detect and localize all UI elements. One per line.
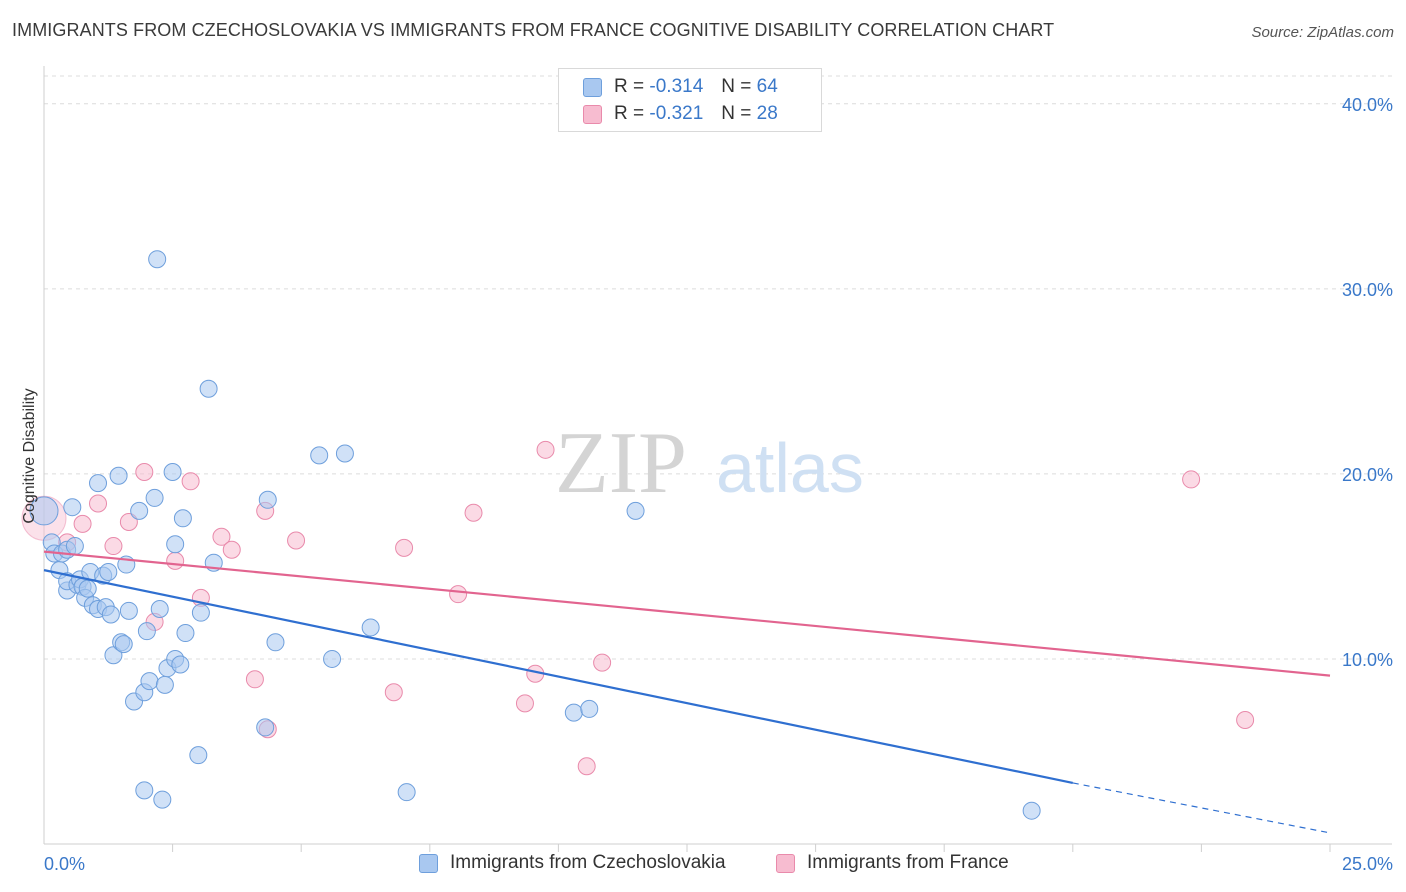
bottom-legend-swatch-france [776,853,795,873]
data-point-france [577,757,596,776]
data-point-czech [335,444,354,463]
legend-n-label: N = [721,103,752,124]
source-label: Source: ZipAtlas.com [1251,24,1394,41]
trend-line-czech-extension [1072,782,1331,834]
bottom-legend-swatch-czech [419,853,438,873]
data-point-czech [310,446,329,465]
data-point-france [287,531,306,550]
data-point-czech [63,498,82,517]
data-point-czech [130,501,149,520]
data-point-czech [397,783,416,802]
legend: R = -0.314 N = 64 R = -0.321 N = 28 [558,68,822,132]
bottom-legend-label-czech: Immigrants from Czechoslovakia [450,852,726,873]
data-point-france [536,440,555,459]
data-point-czech [119,601,138,620]
data-point-france [119,512,138,531]
legend-r-label: R = [614,76,645,97]
legend-r-label: R = [614,103,645,124]
legend-r-value: -0.321 [649,103,704,124]
trend-layer [43,550,1331,834]
data-point-czech [163,463,182,482]
data-point-france [104,537,123,556]
axis-layer [43,66,1392,852]
watermark-atlas: atlas [716,429,864,507]
y-axis-label: Cognitive Disability [21,388,38,523]
data-point-czech [135,781,154,800]
y-tick-label: 20.0% [1342,465,1393,485]
data-point-czech [109,466,128,485]
chart-title: IMMIGRANTS FROM CZECHOSLOVAKIA VS IMMIGR… [12,20,1055,40]
data-point-czech [153,790,172,809]
data-point-czech [580,699,599,718]
data-point-czech [78,579,97,598]
legend-swatch-france [583,104,602,124]
data-point-czech [266,633,285,652]
data-point-czech [361,618,380,637]
data-point-czech [101,605,120,624]
data-point-czech [191,603,210,622]
data-point-france [73,514,92,533]
data-point-france [515,694,534,713]
y-tick-label: 10.0% [1342,650,1393,670]
trend-line-france [43,550,1331,677]
data-point-france [245,670,264,689]
data-point-czech [114,635,133,654]
watermark-zip: ZIP [555,415,687,512]
data-point-france [464,503,483,522]
tick-label-layer: 10.0% 20.0% 30.0% 40.0% 0.0% 25.0% [44,95,1393,874]
data-point-czech [1022,801,1041,820]
legend-n-value: 64 [756,76,778,97]
data-point-france [449,585,468,604]
data-point-france [166,551,185,570]
y-tick-label: 40.0% [1342,95,1393,115]
data-point-france [222,540,241,559]
series-czech-points [29,250,1041,820]
legend-r-value: -0.314 [649,76,704,97]
data-point-czech [137,622,156,641]
data-point-france [593,653,612,672]
bottom-legend-label-france: Immigrants from France [807,852,1009,873]
data-point-czech [166,535,185,554]
data-point-france [89,494,108,513]
data-point-czech [626,501,645,520]
trend-line-czech [43,569,1074,785]
data-point-czech [145,488,164,507]
legend-row-czech: R = -0.314 N = 64 [583,74,778,100]
data-point-czech [99,562,118,581]
legend-n-label: N = [721,76,752,97]
data-point-czech [176,624,195,643]
legend-swatch-czech [583,77,602,97]
bottom-legend-france: Immigrants from France [776,852,1009,874]
data-point-czech [148,250,167,269]
x-tick-label: 0.0% [44,854,85,874]
bottom-legend-czech: Immigrants from Czechoslovakia [419,852,726,874]
data-point-france [384,683,403,702]
y-tick-label: 30.0% [1342,280,1393,300]
data-point-france [1182,470,1201,489]
data-point-czech [173,509,192,528]
data-point-czech [150,599,169,618]
data-point-france [135,463,154,482]
data-point-czech [171,655,190,674]
data-point-czech [29,496,59,526]
data-point-czech [564,703,583,722]
data-point-czech [89,474,108,493]
legend-row-france: R = -0.321 N = 28 [583,101,778,127]
data-point-czech [65,537,84,556]
legend-n-value: 28 [756,103,778,124]
data-point-czech [256,718,275,737]
data-point-czech [323,649,342,668]
data-point-czech [155,675,174,694]
data-point-france [181,472,200,491]
data-point-france [1236,711,1255,730]
x-tick-label: 25.0% [1342,854,1393,874]
data-point-czech [189,746,208,765]
data-point-france [395,538,414,557]
data-point-czech [258,490,277,509]
data-point-france [212,527,231,546]
data-point-czech [199,379,218,398]
data-point-czech [140,672,159,691]
